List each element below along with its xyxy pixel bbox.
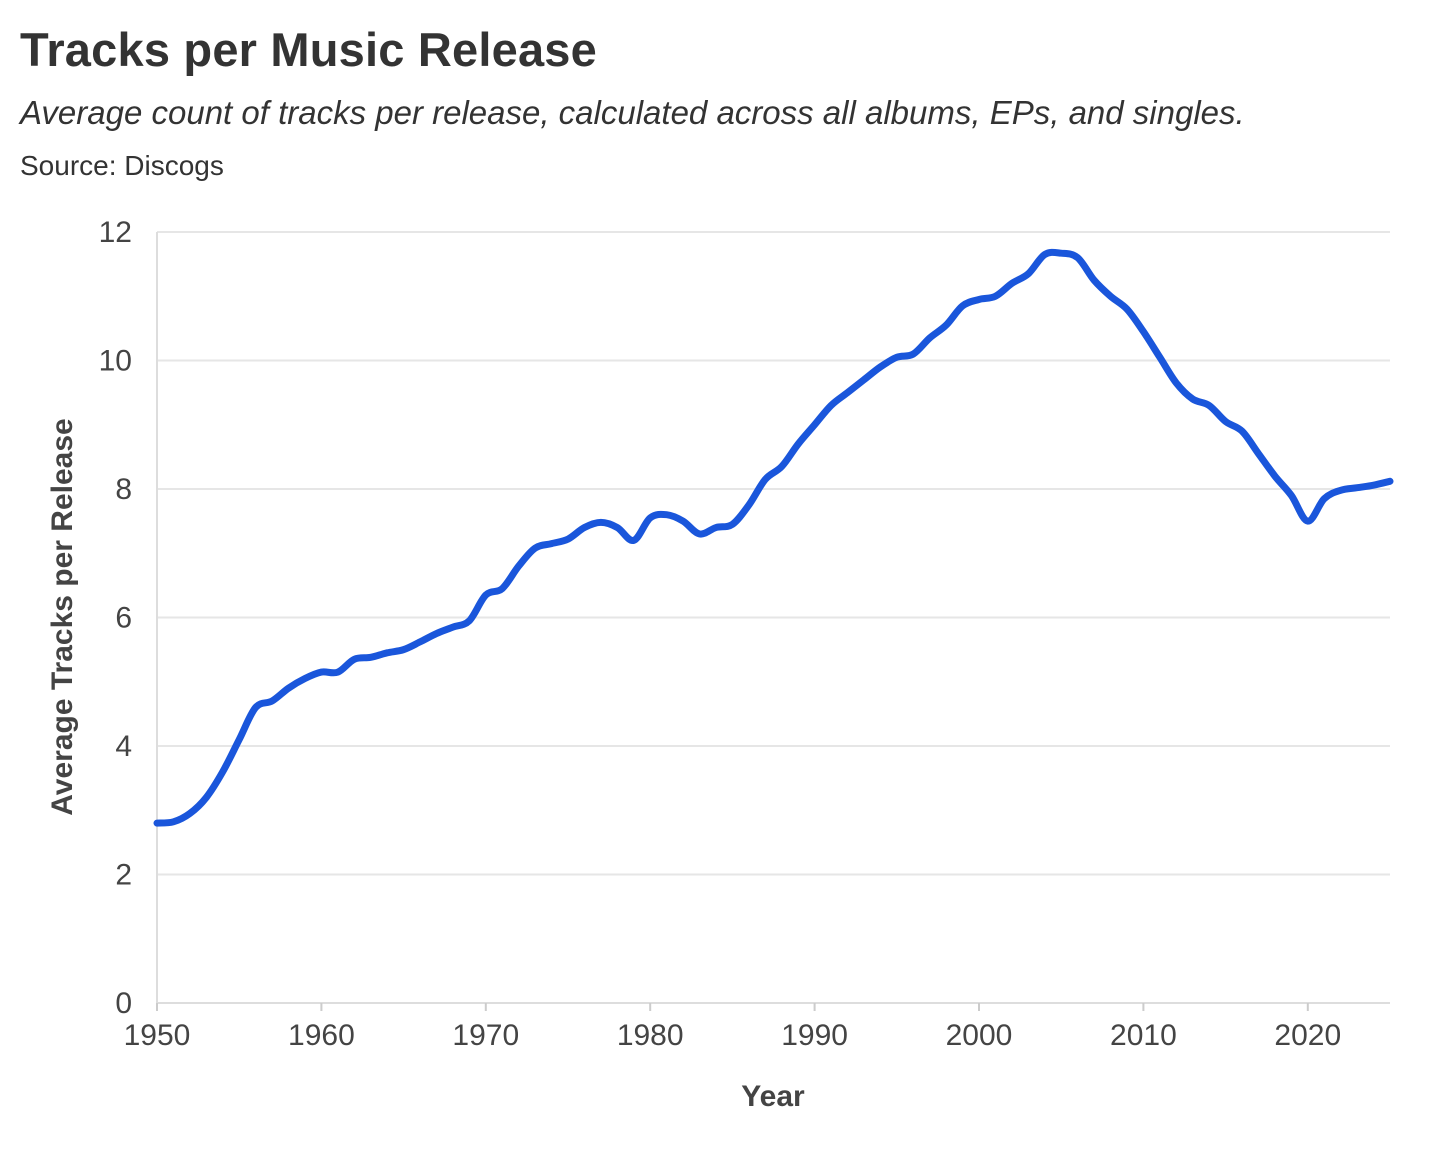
chart-source: Source: Discogs bbox=[20, 150, 224, 181]
tick-labels: 0 2 4 6 8 10 12 1950 1960 1970 1980 1990 2000 2010 202… bbox=[99, 216, 1342, 1052]
x-tick-label: 1980 bbox=[617, 1019, 684, 1052]
y-tick-label: 12 bbox=[99, 216, 132, 249]
y-tick-label: 4 bbox=[115, 730, 132, 763]
series-line bbox=[153, 248, 1394, 827]
x-tick-label: 1970 bbox=[452, 1019, 519, 1052]
x-tick-label: 2000 bbox=[946, 1019, 1013, 1052]
x-tick-label: 1950 bbox=[124, 1019, 191, 1052]
chart-subtitle: Average count of tracks per release, cal… bbox=[20, 94, 1245, 131]
y-tick-label: 6 bbox=[115, 602, 132, 635]
x-tick-label: 1960 bbox=[288, 1019, 355, 1052]
x-axis-title: Year bbox=[741, 1080, 805, 1113]
x-tick-label: 2020 bbox=[1274, 1019, 1341, 1052]
y-tick-label: 8 bbox=[115, 473, 132, 506]
y-tick-label: 0 bbox=[115, 987, 132, 1020]
y-tick-label: 10 bbox=[99, 345, 132, 378]
axes bbox=[156, 232, 1390, 1011]
x-tick-label: 1990 bbox=[781, 1019, 848, 1052]
chart-title: Tracks per Music Release bbox=[20, 23, 597, 76]
y-axis-title: Average Tracks per Release bbox=[46, 418, 79, 816]
series-layer bbox=[153, 248, 1394, 827]
x-tick-label: 2010 bbox=[1110, 1019, 1177, 1052]
gridlines bbox=[157, 231, 1390, 876]
y-tick-label: 2 bbox=[115, 859, 132, 892]
